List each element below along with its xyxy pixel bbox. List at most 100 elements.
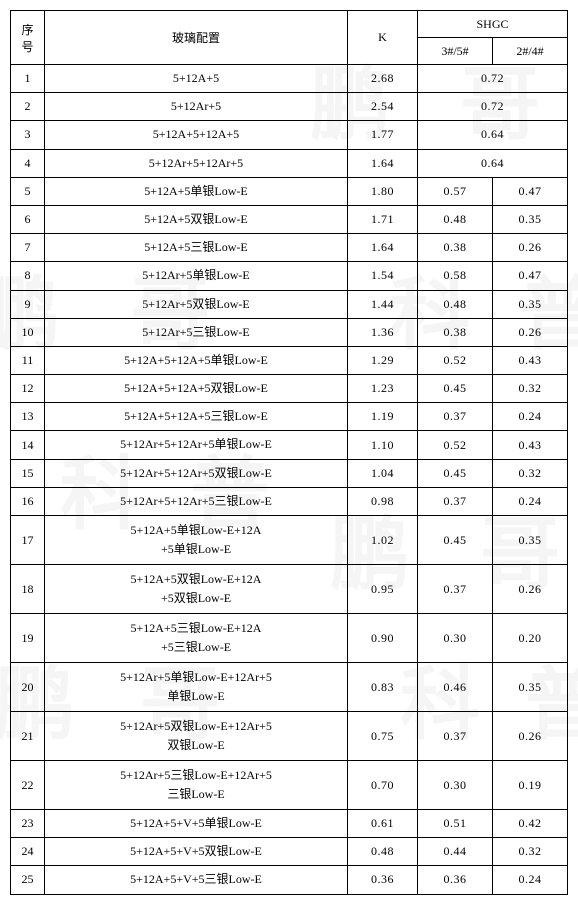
cell-config: 5+12Ar+5+12Ar+5单银Low-E [45,431,348,459]
cell-shgc-a: 0.52 [417,346,492,374]
cell-seq: 7 [11,234,45,262]
cell-shgc-b: 0.35 [492,663,567,712]
cell-shgc-b: 0.35 [492,290,567,318]
table-row: 165+12Ar+5+12Ar+5三银Low-E0.980.370.24 [11,487,568,515]
cell-k: 1.54 [347,262,417,290]
cell-k: 1.80 [347,177,417,205]
cell-config: 5+12A+5+12A+5双银Low-E [45,375,348,403]
cell-shgc-a: 0.51 [417,810,492,838]
table-row: 55+12A+5单银Low-E1.800.570.47 [11,177,568,205]
cell-shgc-a: 0.48 [417,205,492,233]
cell-shgc-b: 0.47 [492,262,567,290]
cell-shgc-a: 0.45 [417,459,492,487]
cell-shgc-b: 0.47 [492,177,567,205]
table-row: 225+12Ar+5三银Low-E+12Ar+5三银Low-E0.700.300… [11,761,568,810]
cell-shgc-b: 0.42 [492,810,567,838]
cell-seq: 11 [11,346,45,374]
cell-k: 1.10 [347,431,417,459]
cell-shgc-a: 0.30 [417,614,492,663]
cell-seq: 3 [11,121,45,149]
cell-k: 0.95 [347,565,417,614]
cell-config: 5+12Ar+5双银Low-E+12Ar+5双银Low-E [45,712,348,761]
cell-shgc-b: 0.24 [492,866,567,894]
cell-shgc-merged: 0.64 [417,149,567,177]
table-header: 序号 玻璃配置 K SHGC 3#/5# 2#/4# [11,11,568,65]
cell-k: 1.19 [347,403,417,431]
cell-config: 5+12Ar+5单银Low-E [45,262,348,290]
cell-k: 0.83 [347,663,417,712]
cell-shgc-a: 0.48 [417,290,492,318]
cell-seq: 21 [11,712,45,761]
cell-config: 5+12A+5+V+5三银Low-E [45,866,348,894]
header-shgc-b: 2#/4# [492,38,567,65]
table-row: 125+12A+5+12A+5双银Low-E1.230.450.32 [11,375,568,403]
table-row: 105+12Ar+5三银Low-E1.360.380.26 [11,318,568,346]
cell-seq: 4 [11,149,45,177]
cell-shgc-a: 0.37 [417,712,492,761]
table-row: 255+12A+5+V+5三银Low-E0.360.360.24 [11,866,568,894]
cell-shgc-b: 0.19 [492,761,567,810]
cell-config: 5+12A+5+12A+5三银Low-E [45,403,348,431]
cell-config: 5+12Ar+5 [45,93,348,121]
cell-seq: 15 [11,459,45,487]
cell-config: 5+12A+5+12A+5单银Low-E [45,346,348,374]
table-row: 195+12A+5三银Low-E+12A+5三银Low-E0.900.300.2… [11,614,568,663]
cell-shgc-b: 0.32 [492,459,567,487]
cell-seq: 23 [11,810,45,838]
cell-seq: 18 [11,565,45,614]
cell-config: 5+12Ar+5+12Ar+5双银Low-E [45,459,348,487]
cell-shgc-a: 0.57 [417,177,492,205]
cell-config: 5+12A+5三银Low-E+12A+5三银Low-E [45,614,348,663]
cell-seq: 13 [11,403,45,431]
cell-seq: 16 [11,487,45,515]
cell-config: 5+12A+5双银Low-E [45,205,348,233]
cell-seq: 12 [11,375,45,403]
cell-k: 2.68 [347,65,417,93]
table-row: 205+12Ar+5单银Low-E+12Ar+5单银Low-E0.830.460… [11,663,568,712]
table-row: 85+12Ar+5单银Low-E1.540.580.47 [11,262,568,290]
cell-config: 5+12A+5 [45,65,348,93]
cell-shgc-merged: 0.72 [417,65,567,93]
cell-config: 5+12Ar+5三银Low-E [45,318,348,346]
cell-shgc-b: 0.26 [492,318,567,346]
cell-seq: 20 [11,663,45,712]
table-row: 235+12A+5+V+5单银Low-E0.610.510.42 [11,810,568,838]
cell-seq: 25 [11,866,45,894]
table-row: 115+12A+5+12A+5单银Low-E1.290.520.43 [11,346,568,374]
cell-shgc-b: 0.43 [492,346,567,374]
cell-config: 5+12A+5双银Low-E+12A+5双银Low-E [45,565,348,614]
cell-shgc-a: 0.38 [417,234,492,262]
cell-shgc-b: 0.32 [492,838,567,866]
table-row: 15+12A+52.680.72 [11,65,568,93]
cell-k: 1.04 [347,459,417,487]
table-row: 75+12A+5三银Low-E1.640.380.26 [11,234,568,262]
cell-shgc-a: 0.30 [417,761,492,810]
cell-k: 1.64 [347,149,417,177]
cell-k: 0.90 [347,614,417,663]
cell-config: 5+12A+5单银Low-E+12A+5单银Low-E [45,516,348,565]
cell-k: 1.23 [347,375,417,403]
cell-seq: 17 [11,516,45,565]
cell-shgc-b: 0.35 [492,205,567,233]
table-row: 45+12Ar+5+12Ar+51.640.64 [11,149,568,177]
header-shgc: SHGC [417,11,567,38]
cell-k: 1.44 [347,290,417,318]
cell-k: 0.48 [347,838,417,866]
header-k: K [347,11,417,65]
table-row: 145+12Ar+5+12Ar+5单银Low-E1.100.520.43 [11,431,568,459]
cell-seq: 9 [11,290,45,318]
table-row: 95+12Ar+5双银Low-E1.440.480.35 [11,290,568,318]
cell-seq: 10 [11,318,45,346]
cell-k: 0.75 [347,712,417,761]
table-row: 185+12A+5双银Low-E+12A+5双银Low-E0.950.370.2… [11,565,568,614]
cell-k: 1.02 [347,516,417,565]
cell-shgc-b: 0.35 [492,516,567,565]
cell-shgc-a: 0.58 [417,262,492,290]
table-row: 65+12A+5双银Low-E1.710.480.35 [11,205,568,233]
header-seq: 序号 [11,11,45,65]
table-row: 215+12Ar+5双银Low-E+12Ar+5双银Low-E0.750.370… [11,712,568,761]
cell-k: 0.98 [347,487,417,515]
cell-config: 5+12Ar+5单银Low-E+12Ar+5单银Low-E [45,663,348,712]
cell-config: 5+12Ar+5+12Ar+5 [45,149,348,177]
header-config: 玻璃配置 [45,11,348,65]
